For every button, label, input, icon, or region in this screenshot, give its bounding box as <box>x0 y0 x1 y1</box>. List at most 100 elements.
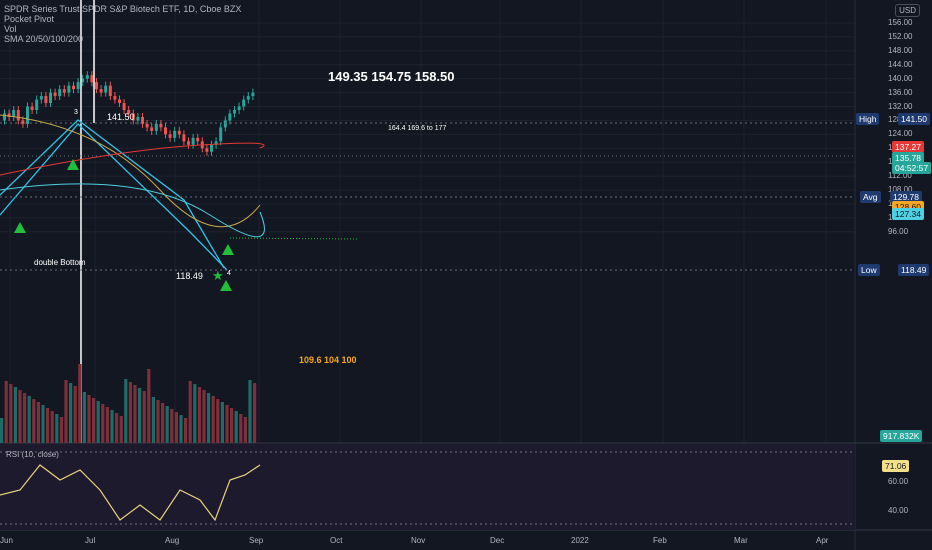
candle <box>219 127 223 142</box>
volume-bar <box>253 383 257 443</box>
volume-bar <box>78 364 82 443</box>
volume-bar <box>234 411 238 443</box>
legend-title: SPDR Series Trust SPDR S&P Biotech ETF, … <box>4 4 242 14</box>
time-label: Mar <box>734 536 748 545</box>
candle <box>58 89 62 97</box>
volume-bar <box>165 406 169 443</box>
candle <box>168 134 172 138</box>
wave-3-label: 3 <box>74 109 78 116</box>
wave-4-label: 4 <box>227 270 231 277</box>
volume-bar <box>230 408 234 443</box>
volume-bar <box>69 383 73 443</box>
volume-bar <box>179 415 183 443</box>
candle <box>177 130 181 135</box>
time-label: Jun <box>0 536 13 545</box>
volume-bar <box>138 388 142 443</box>
price-tick: 112.00 <box>888 171 912 181</box>
candle <box>205 148 209 152</box>
legend-sma[interactable]: SMA 20/50/100/200 <box>4 34 84 44</box>
volume-bar <box>239 414 243 443</box>
volume-bar <box>115 413 119 443</box>
rsi-line <box>0 464 261 522</box>
countdown-tag: 04:52:57 <box>892 162 932 174</box>
candle <box>228 113 232 121</box>
rsi-title[interactable]: RSI (10, close) <box>6 450 59 459</box>
volume-bar <box>197 387 201 443</box>
candle <box>237 106 241 110</box>
candle <box>39 96 43 100</box>
candle <box>12 110 16 117</box>
time-label: 2022 <box>571 536 589 545</box>
volume-bar <box>92 398 96 443</box>
currency-badge[interactable]: USD <box>895 4 920 17</box>
pocket-pivot-icon <box>67 159 79 170</box>
volume-bar <box>64 380 68 443</box>
double-bottom-label: double Bottom <box>34 258 86 267</box>
candle <box>122 103 126 110</box>
candle <box>21 120 25 124</box>
pocket-pivot-icon <box>222 244 234 255</box>
sma-teal-tag: 127.34 <box>892 208 924 220</box>
volume-bar <box>248 380 252 443</box>
low-label: 118.49 <box>176 271 203 281</box>
legend-volume[interactable]: Vol <box>4 24 17 34</box>
candle <box>118 99 121 104</box>
volume-bar <box>46 408 50 443</box>
candle <box>35 99 39 110</box>
volume-bar <box>50 411 54 443</box>
candle <box>191 137 195 145</box>
candle <box>145 123 149 128</box>
volume-bar <box>55 414 59 443</box>
candle <box>30 106 34 110</box>
downside-targets: 109.6 104 100 <box>299 355 357 365</box>
sma-teal <box>0 183 265 238</box>
time-label: Jul <box>85 536 96 545</box>
upside-targets: 149.35 154.75 158.50 <box>328 69 455 84</box>
price-tick: 140.00 <box>888 73 913 83</box>
candle <box>99 89 103 93</box>
volume-bar <box>23 393 27 443</box>
last-price-tag: 135.78 <box>892 152 924 164</box>
candle <box>210 144 213 152</box>
support-line <box>229 237 359 240</box>
candle <box>3 113 6 121</box>
volume-bar <box>27 396 31 443</box>
candle <box>131 113 135 121</box>
volume-bar <box>211 396 215 443</box>
volume-bar <box>156 400 160 443</box>
time-label: Apr <box>816 536 829 545</box>
sma-red <box>0 142 265 176</box>
candle <box>67 85 71 93</box>
candle <box>104 85 108 93</box>
price-tick: 108.00 <box>888 185 913 195</box>
volume-bar <box>0 418 4 443</box>
candle <box>113 96 117 100</box>
peak-label: 141.50 <box>107 112 135 122</box>
candle <box>95 82 98 90</box>
sma-red-tag: 137.27 <box>892 141 924 153</box>
volume-bar <box>174 412 178 443</box>
candle <box>159 123 163 128</box>
candle <box>53 92 57 97</box>
volume-bar <box>207 393 211 443</box>
avg-tag-value: 129.78 <box>890 191 922 203</box>
candle <box>90 75 94 83</box>
legend-pocket-pivot[interactable]: Pocket Pivot <box>4 14 55 24</box>
volume-bar <box>202 390 206 443</box>
pocket-pivot-icon <box>14 222 26 233</box>
candle <box>187 141 190 145</box>
volume-bar <box>96 401 100 443</box>
volume-bar <box>142 391 146 443</box>
volume-bar <box>110 410 114 443</box>
volume-bar <box>105 407 109 443</box>
volume-bar <box>184 418 188 443</box>
candle <box>242 99 246 107</box>
candle <box>81 78 85 83</box>
price-tick: 124.00 <box>888 129 913 139</box>
price-tick: 152.00 <box>888 31 913 41</box>
far-targets: 164.4 169.6 to 177 <box>388 125 447 132</box>
high-tag-value: 141.50 <box>898 113 930 125</box>
volume-bar <box>225 405 229 443</box>
star-icon: ★ <box>212 269 224 284</box>
